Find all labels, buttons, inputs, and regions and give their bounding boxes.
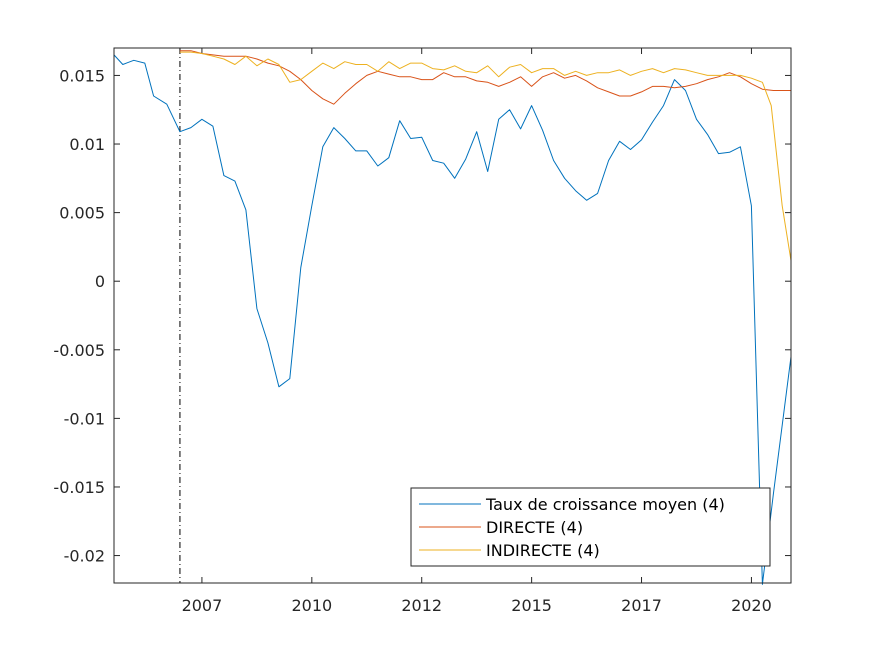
y-tick-labels: 0.015 0.01 0.005 0 -0.005 -0.01 -0.015 -0.02 [53,66,105,565]
y-tick-label: 0 [95,272,105,291]
legend-label: Taux de croissance moyen (4) [485,495,725,514]
legend-label: INDIRECTE (4) [486,541,600,560]
series-line-1 [113,54,792,585]
y-tick-label: 0.01 [69,135,105,154]
y-tick-label: 0.015 [59,66,105,85]
y-tick-label: -0.02 [64,547,105,566]
x-tick-label: 2017 [621,596,662,615]
series-layer [113,50,792,585]
x-tick-labels: 2007 2010 2012 2015 2017 2020 [182,596,772,615]
x-tick-label: 2012 [401,596,442,615]
legend: Taux de croissance moyen (4) DIRECTE (4) I… [410,487,771,567]
series-line-3 [179,51,792,261]
x-tick-label: 2007 [182,596,223,615]
axis-ticks [114,48,791,583]
x-tick-label: 2015 [511,596,552,615]
y-tick-label: -0.005 [53,341,105,360]
plot-frame [113,47,792,584]
y-tick-label: -0.015 [53,478,105,497]
y-tick-label: 0.005 [59,204,105,223]
legend-label: DIRECTE (4) [486,518,583,537]
x-tick-label: 2020 [731,596,772,615]
x-tick-label: 2010 [291,596,332,615]
y-tick-label: -0.01 [64,409,105,428]
